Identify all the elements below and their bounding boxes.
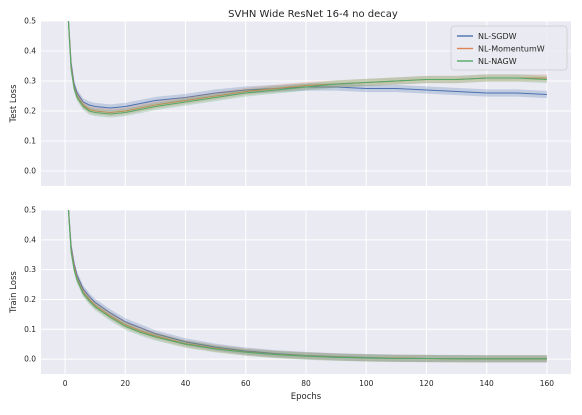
chart-title: SVHN Wide ResNet 16-4 no decay xyxy=(228,9,398,20)
x-tick-label: 100 xyxy=(359,379,374,388)
test-line-NL-SGDW xyxy=(67,21,547,109)
train-panel: 0 20 40 60 80 100 120 140 160 0.0 0.1 0.2 0.3 0.4 0.5 T… xyxy=(9,206,571,388)
x-tick-label: 40 xyxy=(181,379,191,388)
test-y-tick-label: 0.4 xyxy=(24,47,36,56)
test-y-tick-label: 0.2 xyxy=(24,107,36,116)
legend-box xyxy=(450,25,568,71)
test-band-NL-SGDW xyxy=(68,21,547,112)
train-series-group xyxy=(67,210,547,363)
train-y-tick-label: 0.3 xyxy=(24,265,36,274)
train-y-tick-label: 0.4 xyxy=(24,235,36,244)
x-tick-label: 60 xyxy=(241,379,251,388)
test-y-tick-label: 0.3 xyxy=(24,77,36,86)
train-y-tick-label: 0.2 xyxy=(24,295,36,304)
train-y-tick-label: 0.5 xyxy=(24,206,36,215)
legend-label-NL-NAGW: NL-NAGW xyxy=(478,57,517,66)
x-tick-label: 80 xyxy=(301,379,311,388)
test-y-tick-label: 0.0 xyxy=(24,167,36,176)
x-tick-label: 20 xyxy=(121,379,131,388)
test-line-NL-NAGW xyxy=(67,21,547,115)
test-panel: 0.0 0.1 0.2 0.3 0.4 0.5 Test Loss NL-SGDW NL-Mom… xyxy=(9,17,571,186)
x-axis-label: Epochs xyxy=(291,392,322,402)
legend: NL-SGDW NL-MomentumW NL-NAGW xyxy=(450,25,568,71)
x-tick-label: 0 xyxy=(63,379,68,388)
test-y-tick-label: 0.5 xyxy=(24,17,36,26)
legend-label-NL-MomentumW: NL-MomentumW xyxy=(478,45,545,54)
test-y-axis-label: Test Loss xyxy=(9,84,19,124)
x-tick-label: 120 xyxy=(419,379,434,388)
legend-label-NL-SGDW: NL-SGDW xyxy=(478,32,517,41)
panels: 0.0 0.1 0.2 0.3 0.4 0.5 Test Loss NL-SGDW NL-Mom… xyxy=(9,17,571,388)
test-y-tick-label: 0.1 xyxy=(24,137,36,146)
train-y-tick-label: 0.1 xyxy=(24,325,36,334)
x-tick-label: 140 xyxy=(480,379,495,388)
train-y-axis-label: Train Loss xyxy=(9,271,19,314)
train-y-tick-label: 0.0 xyxy=(24,355,36,364)
train-line-NL-NAGW xyxy=(67,210,547,360)
x-tick-label: 160 xyxy=(540,379,555,388)
test-series-group xyxy=(67,21,547,118)
